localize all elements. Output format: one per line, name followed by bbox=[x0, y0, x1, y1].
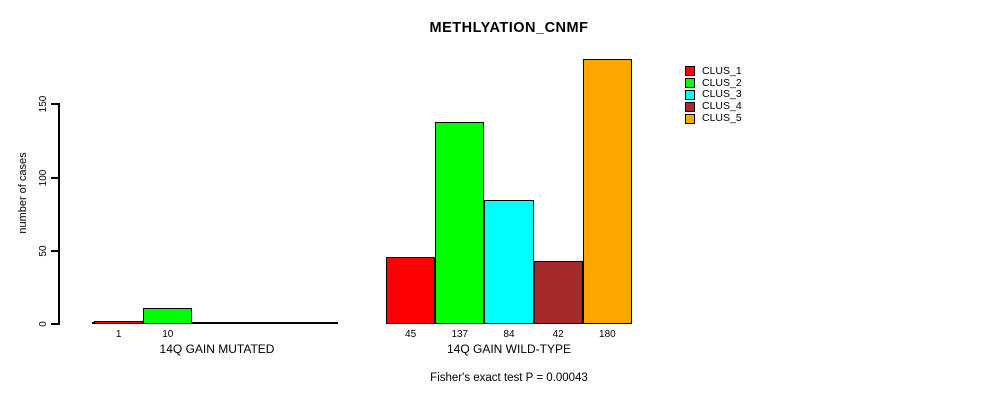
legend-label: CLUS_2 bbox=[702, 76, 742, 89]
y-axis-label: number of cases bbox=[17, 152, 29, 234]
bar-clus_4-group2 bbox=[533, 261, 583, 324]
bar-value-label: 1 bbox=[115, 329, 122, 340]
bar-clus_1-group2 bbox=[386, 257, 436, 324]
bar-clus_2-group2 bbox=[435, 122, 485, 324]
y-axis-tick bbox=[51, 176, 58, 179]
group-label: 14Q GAIN WILD-TYPE bbox=[446, 342, 572, 356]
y-axis-tick bbox=[51, 249, 58, 252]
y-axis-tick-label: 100 bbox=[38, 169, 49, 186]
bar-value-label: 180 bbox=[599, 329, 616, 340]
legend-swatch-clus_3 bbox=[685, 89, 695, 100]
legend-label: CLUS_4 bbox=[702, 100, 742, 113]
bar-clus_5-group2 bbox=[582, 59, 632, 324]
legend-swatch-clus_5 bbox=[685, 113, 695, 124]
legend-swatch-clus_4 bbox=[685, 101, 695, 112]
bar-clus_2-group1 bbox=[143, 308, 193, 324]
legend-entry-clus_5: CLUS_5 bbox=[685, 113, 742, 125]
y-axis-tick-label: 0 bbox=[38, 321, 49, 327]
legend-entry-clus_4: CLUS_4 bbox=[685, 101, 742, 113]
y-axis-tick-label: 50 bbox=[38, 245, 49, 257]
y-axis-tick-label: 150 bbox=[38, 95, 49, 113]
legend: CLUS_1 CLUS_2 CLUS_3 CLUS_4 CLUS_5 bbox=[685, 65, 742, 124]
legend-label: CLUS_5 bbox=[702, 112, 742, 125]
legend-entry-clus_3: CLUS_3 bbox=[685, 89, 742, 101]
bar-clus_1-group1 bbox=[94, 321, 144, 324]
x-axis-baseline bbox=[92, 322, 338, 324]
bar-value-label: 45 bbox=[405, 329, 417, 340]
bar-value-label: 137 bbox=[451, 329, 469, 340]
y-axis-tick bbox=[51, 323, 58, 325]
legend-entry-clus_2: CLUS_2 bbox=[685, 77, 742, 89]
chart-title: METHLYATION_CNMF bbox=[429, 20, 589, 36]
legend-swatch-clus_1 bbox=[685, 65, 695, 76]
y-axis-tick bbox=[51, 103, 58, 106]
group-label: 14Q GAIN MUTATED bbox=[159, 342, 275, 356]
legend-label: CLUS_1 bbox=[702, 64, 742, 77]
bar-clus_3-group2 bbox=[484, 199, 534, 324]
legend-label: CLUS_3 bbox=[702, 88, 742, 101]
y-axis-line bbox=[58, 103, 60, 325]
bar-value-label: 10 bbox=[162, 329, 174, 340]
bar-value-label: 84 bbox=[503, 329, 515, 340]
stat-test-annotation: Fisher's exact test P = 0.00043 bbox=[430, 372, 588, 384]
legend-swatch-clus_2 bbox=[685, 77, 695, 88]
legend-entry-clus_1: CLUS_1 bbox=[685, 65, 742, 77]
bar-value-label: 42 bbox=[552, 329, 564, 340]
